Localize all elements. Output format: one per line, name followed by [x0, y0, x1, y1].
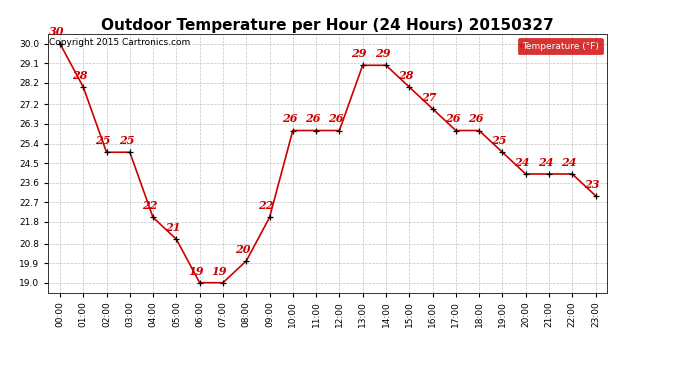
- Text: 26: 26: [444, 113, 460, 125]
- Text: 19: 19: [188, 266, 204, 277]
- Text: 19: 19: [212, 266, 227, 277]
- Text: 26: 26: [282, 113, 297, 125]
- Text: 23: 23: [584, 178, 600, 190]
- Text: 26: 26: [305, 113, 320, 125]
- Text: Copyright 2015 Cartronics.com: Copyright 2015 Cartronics.com: [49, 38, 190, 46]
- Text: 29: 29: [375, 48, 391, 59]
- Title: Outdoor Temperature per Hour (24 Hours) 20150327: Outdoor Temperature per Hour (24 Hours) …: [101, 18, 554, 33]
- Text: 26: 26: [468, 113, 484, 125]
- Text: 30: 30: [49, 27, 64, 38]
- Text: 29: 29: [351, 48, 367, 59]
- Text: 24: 24: [538, 157, 553, 168]
- Text: 28: 28: [72, 70, 88, 81]
- Text: 22: 22: [258, 200, 274, 211]
- Text: 20: 20: [235, 244, 250, 255]
- Text: 25: 25: [95, 135, 111, 146]
- Text: 22: 22: [142, 200, 157, 211]
- Text: 24: 24: [515, 157, 530, 168]
- Text: 21: 21: [165, 222, 181, 233]
- Text: 27: 27: [422, 92, 437, 103]
- Text: 24: 24: [561, 157, 577, 168]
- Legend: Temperature (°F): Temperature (°F): [518, 38, 602, 54]
- Text: 28: 28: [398, 70, 413, 81]
- Text: 25: 25: [119, 135, 134, 146]
- Text: 25: 25: [491, 135, 506, 146]
- Text: 26: 26: [328, 113, 344, 125]
